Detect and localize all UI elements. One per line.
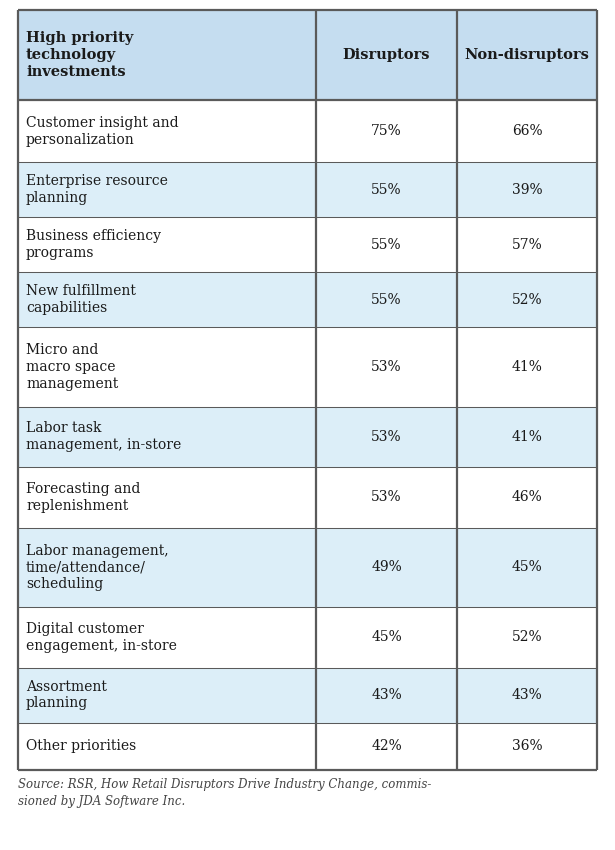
Text: Assortment
planning: Assortment planning — [26, 680, 107, 711]
Text: 36%: 36% — [512, 740, 542, 753]
Text: 43%: 43% — [371, 688, 402, 702]
Text: Disruptors: Disruptors — [343, 48, 430, 62]
Text: High priority
technology
investments: High priority technology investments — [26, 31, 133, 79]
Bar — [316, 272, 457, 327]
Text: 45%: 45% — [371, 631, 402, 644]
Bar — [457, 217, 597, 272]
Bar — [316, 217, 457, 272]
Bar — [457, 100, 597, 162]
Bar — [457, 468, 597, 528]
Bar — [316, 667, 457, 722]
Bar — [457, 406, 597, 468]
Text: 53%: 53% — [371, 360, 402, 374]
Bar — [316, 406, 457, 468]
Text: New fulfillment
capabilities: New fulfillment capabilities — [26, 284, 136, 315]
Text: 53%: 53% — [371, 490, 402, 504]
Bar — [18, 217, 316, 272]
Text: 49%: 49% — [371, 560, 402, 575]
Text: Other priorities: Other priorities — [26, 740, 137, 753]
Text: 52%: 52% — [512, 292, 542, 307]
Text: Source: RSR, How Retail Disruptors Drive Industry Change, commis-
sioned by JDA : Source: RSR, How Retail Disruptors Drive… — [18, 778, 431, 807]
Text: Digital customer
engagement, in-store: Digital customer engagement, in-store — [26, 622, 177, 653]
Bar — [18, 162, 316, 217]
Bar — [457, 667, 597, 722]
Bar — [316, 468, 457, 528]
Text: Enterprise resource
planning: Enterprise resource planning — [26, 174, 168, 205]
Bar — [316, 327, 457, 406]
Text: 43%: 43% — [512, 688, 542, 702]
Text: 45%: 45% — [512, 560, 542, 575]
Text: Labor management,
time/attendance/
scheduling: Labor management, time/attendance/ sched… — [26, 544, 169, 591]
Text: Customer insight and
personalization: Customer insight and personalization — [26, 116, 178, 146]
Bar — [18, 468, 316, 528]
Text: 41%: 41% — [512, 360, 542, 374]
Bar — [316, 528, 457, 607]
Text: 41%: 41% — [512, 430, 542, 444]
Text: Non-disruptors: Non-disruptors — [464, 48, 589, 62]
Bar — [316, 162, 457, 217]
Bar — [457, 607, 597, 667]
Text: Business efficiency
programs: Business efficiency programs — [26, 230, 161, 260]
Text: 55%: 55% — [371, 183, 402, 196]
Text: 55%: 55% — [371, 292, 402, 307]
Bar — [316, 722, 457, 770]
Text: 46%: 46% — [512, 490, 542, 504]
Bar — [18, 722, 316, 770]
Bar — [18, 327, 316, 406]
Bar — [457, 162, 597, 217]
Bar — [316, 100, 457, 162]
Bar — [457, 272, 597, 327]
Bar — [18, 528, 316, 607]
Bar — [316, 607, 457, 667]
Text: 42%: 42% — [371, 740, 402, 753]
Bar — [316, 10, 457, 100]
Bar — [457, 10, 597, 100]
Bar — [18, 272, 316, 327]
Bar — [457, 327, 597, 406]
Text: 75%: 75% — [371, 124, 402, 139]
Text: Micro and
macro space
management: Micro and macro space management — [26, 343, 118, 391]
Bar — [18, 100, 316, 162]
Bar — [18, 607, 316, 667]
Bar — [457, 722, 597, 770]
Text: 57%: 57% — [512, 238, 542, 252]
Bar — [457, 528, 597, 607]
Text: 52%: 52% — [512, 631, 542, 644]
Text: 39%: 39% — [512, 183, 542, 196]
Text: 55%: 55% — [371, 238, 402, 252]
Bar — [18, 667, 316, 722]
Text: Labor task
management, in-store: Labor task management, in-store — [26, 422, 181, 452]
Bar — [18, 406, 316, 468]
Text: 53%: 53% — [371, 430, 402, 444]
Text: 66%: 66% — [512, 124, 542, 139]
Text: Forecasting and
replenishment: Forecasting and replenishment — [26, 482, 140, 513]
Bar — [18, 10, 316, 100]
